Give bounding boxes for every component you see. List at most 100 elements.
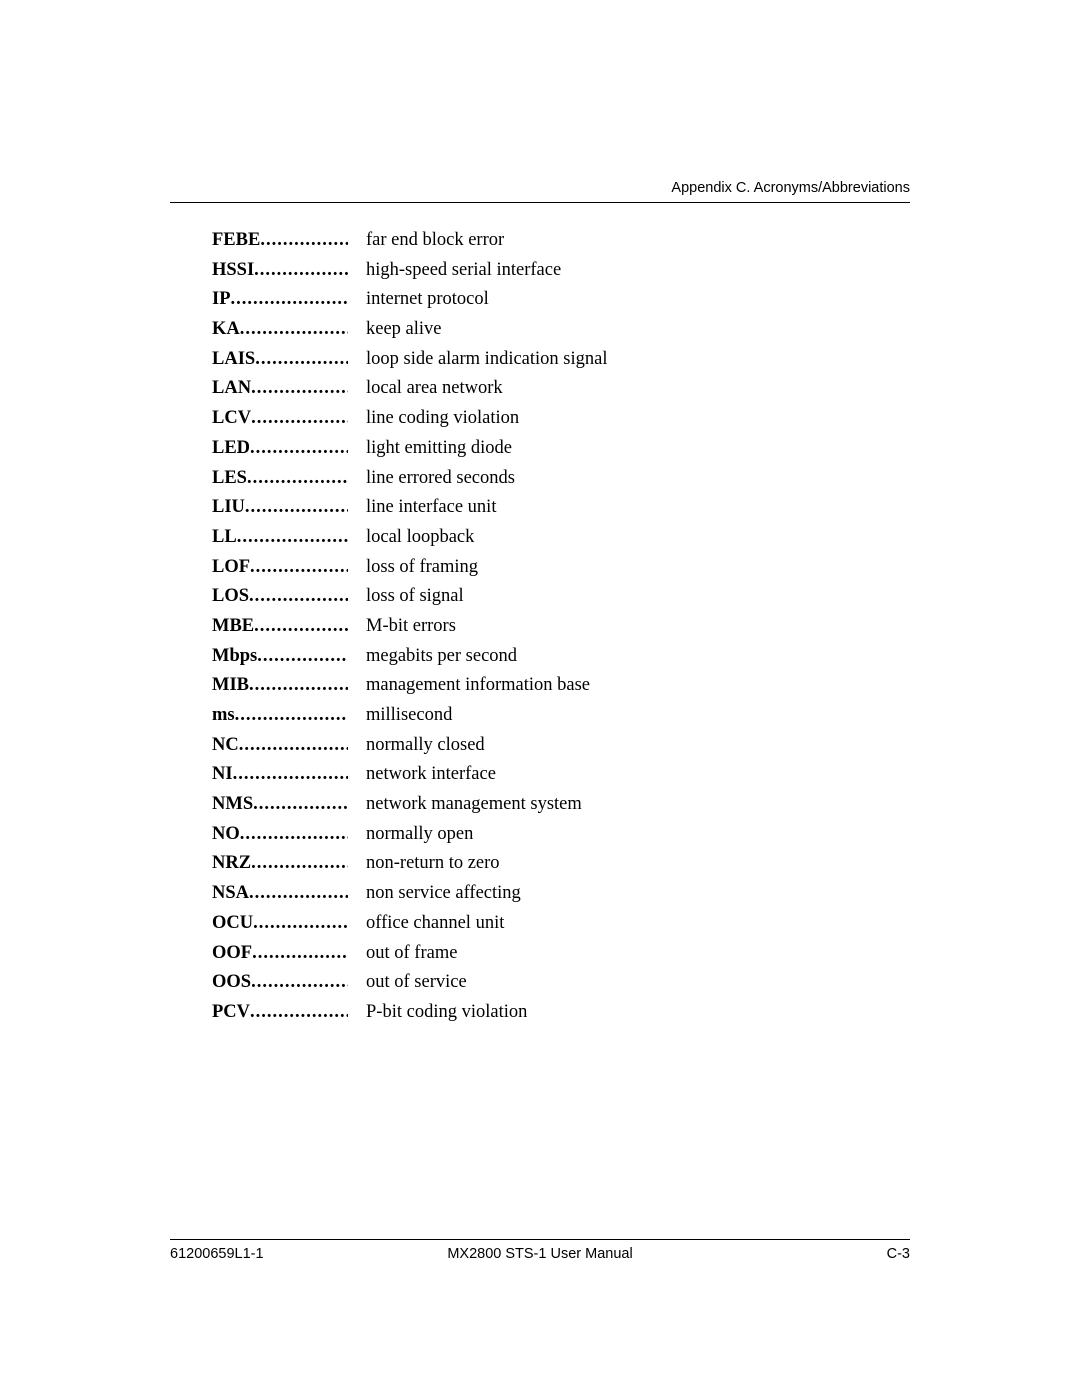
acronym-term: NO — [212, 825, 348, 844]
acronym-definition: light emitting diode — [348, 439, 512, 458]
leader-dots — [251, 409, 348, 428]
acronym-definition: network interface — [348, 765, 496, 784]
leader-dots — [251, 379, 348, 398]
acronym-definition: high-speed serial interface — [348, 261, 561, 280]
acronym-term-text: PCV — [212, 1003, 250, 1022]
header-title: Appendix C. Acronyms/Abbreviations — [671, 180, 910, 196]
acronym-definition: normally closed — [348, 736, 485, 755]
acronym-term-text: LES — [212, 469, 247, 488]
leader-dots — [237, 528, 348, 547]
footer-manual-title: MX2800 STS-1 User Manual — [170, 1246, 910, 1262]
acronym-term-text: MIB — [212, 676, 249, 695]
acronym-term-text: ms — [212, 706, 235, 725]
acronym-term: LL — [212, 528, 348, 547]
acronym-entry: NRZ non-return to zero — [212, 854, 910, 873]
acronym-term: IP — [212, 290, 348, 309]
acronym-entry: OOF out of frame — [212, 944, 910, 963]
acronym-term: MIB — [212, 676, 348, 695]
acronym-term: LIU — [212, 498, 348, 517]
leader-dots — [255, 350, 348, 369]
acronym-entry: LED light emitting diode — [212, 439, 910, 458]
leader-dots — [239, 736, 348, 755]
acronym-term: NRZ — [212, 854, 348, 873]
acronym-definition: normally open — [348, 825, 473, 844]
acronym-definition: out of frame — [348, 944, 457, 963]
leader-dots — [249, 884, 348, 903]
acronym-term-text: MBE — [212, 617, 254, 636]
acronym-term: LAIS — [212, 350, 348, 369]
leader-dots — [260, 231, 348, 250]
acronym-term-text: HSSI — [212, 261, 254, 280]
leader-dots — [250, 439, 348, 458]
acronym-term: HSSI — [212, 261, 348, 280]
acronym-term: PCV — [212, 1003, 348, 1022]
acronym-term-text: KA — [212, 320, 240, 339]
acronym-definition: office channel unit — [348, 914, 504, 933]
acronym-term: KA — [212, 320, 348, 339]
acronym-definition: loop side alarm indication signal — [348, 350, 607, 369]
acronym-entry: OOSout of service — [212, 973, 910, 992]
leader-dots — [250, 1003, 348, 1022]
leader-dots — [251, 854, 348, 873]
acronym-entry: OCU office channel unit — [212, 914, 910, 933]
acronym-term: MBE — [212, 617, 348, 636]
acronym-term: LED — [212, 439, 348, 458]
acronym-entry: LOSloss of signal — [212, 587, 910, 606]
acronym-term-text: NMS — [212, 795, 253, 814]
acronym-entry: MBE M-bit errors — [212, 617, 910, 636]
acronym-entry: KAkeep alive — [212, 320, 910, 339]
leader-dots — [231, 290, 349, 309]
acronym-term: LOF — [212, 558, 348, 577]
acronym-term-text: LCV — [212, 409, 251, 428]
acronym-term-text: NO — [212, 825, 240, 844]
acronym-definition: local area network — [348, 379, 503, 398]
acronym-term: Mbps — [212, 647, 348, 666]
acronym-entry: NMS network management system — [212, 795, 910, 814]
leader-dots — [235, 706, 348, 725]
acronym-entry: HSSI high-speed serial interface — [212, 261, 910, 280]
acronym-term-text: NI — [212, 765, 233, 784]
acronym-entry: ms millisecond — [212, 706, 910, 725]
acronym-entry: LIUline interface unit — [212, 498, 910, 517]
acronym-definition: internet protocol — [348, 290, 489, 309]
acronym-entry: NI network interface — [212, 765, 910, 784]
acronym-definition: line coding violation — [348, 409, 519, 428]
acronym-definition: local loopback — [348, 528, 474, 547]
acronym-entry: LCV line coding violation — [212, 409, 910, 428]
leader-dots — [251, 973, 348, 992]
acronym-term-text: LL — [212, 528, 237, 547]
leader-dots — [249, 676, 348, 695]
acronym-term-text: OCU — [212, 914, 253, 933]
acronym-entry: MIBmanagement information base — [212, 676, 910, 695]
leader-dots — [249, 587, 348, 606]
acronym-term: LOS — [212, 587, 348, 606]
acronym-entry: PCVP-bit coding violation — [212, 1003, 910, 1022]
acronym-definition: far end block error — [348, 231, 504, 250]
page-footer: 61200659L1-1 MX2800 STS-1 User Manual C-… — [170, 1239, 910, 1262]
acronym-term: OCU — [212, 914, 348, 933]
acronym-definition: line interface unit — [348, 498, 496, 517]
acronym-term-text: OOF — [212, 944, 252, 963]
acronym-definition: millisecond — [348, 706, 452, 725]
acronym-term-text: LED — [212, 439, 250, 458]
leader-dots — [233, 765, 348, 784]
acronym-term: NMS — [212, 795, 348, 814]
acronym-entry: FEBEfar end block error — [212, 231, 910, 250]
acronym-definition: non-return to zero — [348, 854, 500, 873]
acronym-definition: loss of framing — [348, 558, 478, 577]
acronym-definition: network management system — [348, 795, 582, 814]
acronym-term-text: LOS — [212, 587, 249, 606]
leader-dots — [240, 825, 348, 844]
acronym-term-text: NRZ — [212, 854, 251, 873]
acronym-term-text: LAN — [212, 379, 251, 398]
acronym-definition: M-bit errors — [348, 617, 456, 636]
leader-dots — [252, 944, 348, 963]
acronym-entry: NSAnon service affecting — [212, 884, 910, 903]
leader-dots — [250, 558, 348, 577]
acronym-definition: line errored seconds — [348, 469, 515, 488]
acronym-definition: megabits per second — [348, 647, 517, 666]
acronym-term-text: LAIS — [212, 350, 255, 369]
leader-dots — [253, 914, 348, 933]
acronym-entry: LOFloss of framing — [212, 558, 910, 577]
acronym-term-text: NC — [212, 736, 239, 755]
